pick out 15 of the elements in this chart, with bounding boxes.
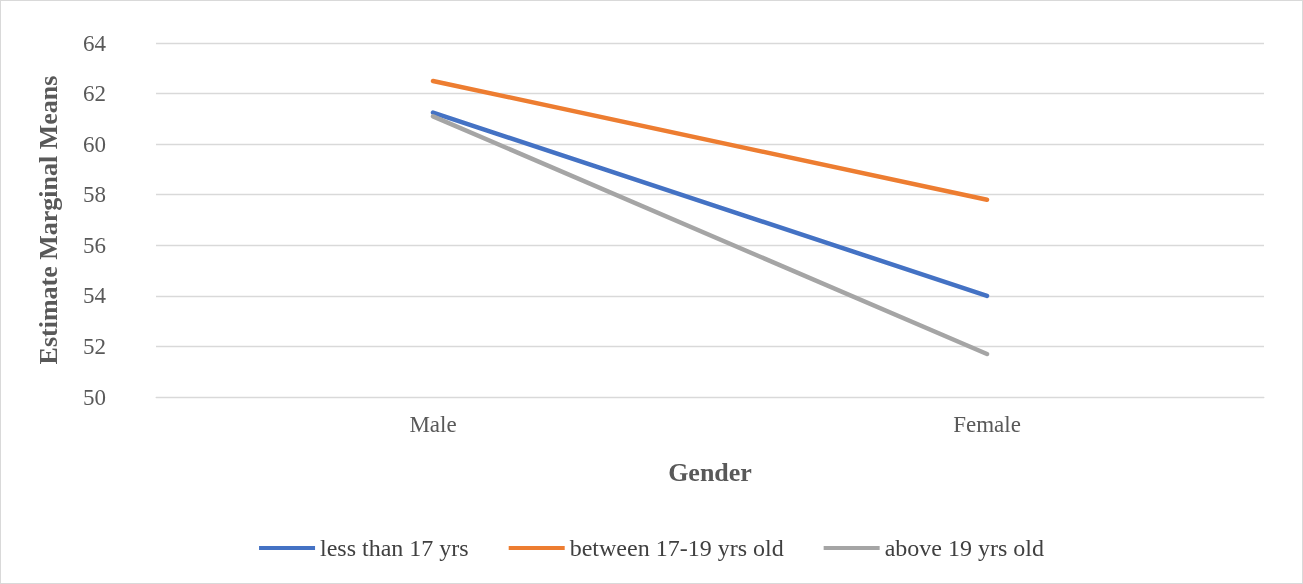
y-axis-title: Estimate Marginal Means	[33, 75, 63, 365]
y-tick-label: 62	[83, 81, 106, 107]
legend-label: above 19 yrs old	[884, 535, 1044, 561]
legend-label: less than 17 yrs	[320, 535, 469, 561]
x-tick-label: Male	[409, 412, 457, 437]
y-tick-label: 50	[83, 384, 106, 410]
y-tick-label: 58	[83, 182, 106, 208]
legend-label: between 17-19 yrs old	[569, 535, 784, 561]
x-tick-label: Female	[953, 412, 1021, 437]
y-tick-label: 52	[83, 333, 106, 359]
y-tick-label: 60	[83, 131, 106, 157]
y-tick-label: 64	[83, 30, 107, 56]
y-tick-label: 54	[83, 283, 107, 309]
x-axis-title: Gender	[668, 457, 752, 487]
y-tick-label: 56	[83, 232, 106, 258]
